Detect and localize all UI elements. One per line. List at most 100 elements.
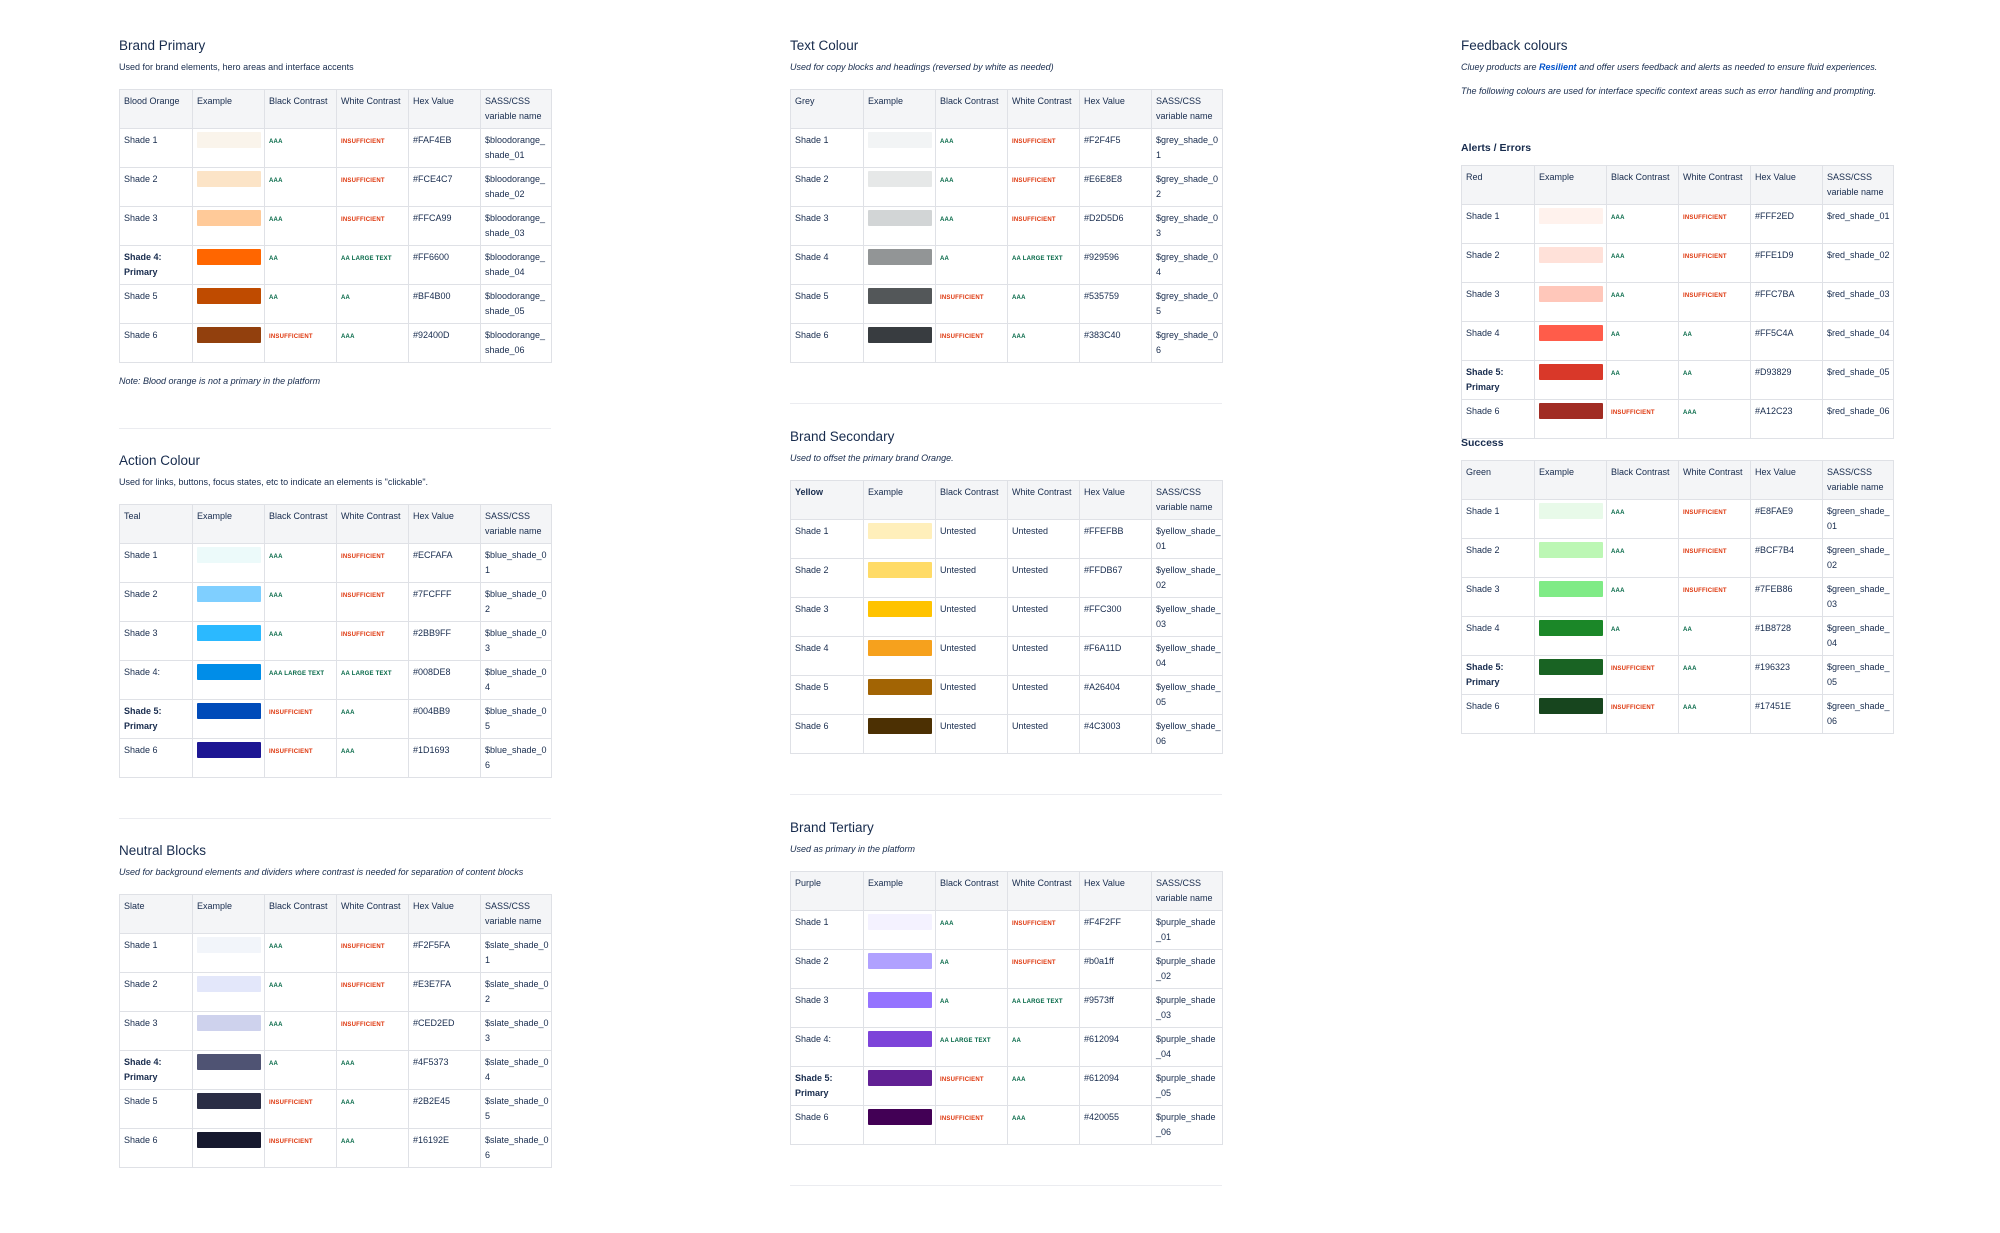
white-contrast-cell: Untested: [1007, 597, 1080, 637]
contrast-badge: AAA: [1611, 549, 1625, 555]
variable-name: $grey_shade_0 6: [1151, 323, 1223, 363]
example-cell: [863, 988, 936, 1028]
contrast-badge: INSUFFICIENT: [269, 710, 313, 716]
contrast-badge: AAA: [341, 1061, 355, 1067]
table-row: Shade 5: Primary INSUFFICIENT AAA #196323 $g…: [1461, 655, 1894, 695]
column-header-white-contrast: White Contrast: [1007, 89, 1080, 129]
colour-table: Red Example Black Contrast White Contrast He…: [1461, 165, 1894, 439]
table-row: Shade 4: Primary AA AA LARGE TEXT #FF6600 $b…: [119, 245, 552, 285]
table-row: Shade 2 Untested Untested #FFDB67 $yellow_sh…: [790, 558, 1223, 598]
contrast-badge: AAA: [1611, 215, 1625, 221]
hex-value: #1D1693: [408, 738, 481, 778]
shade-label: Shade 3: [119, 1011, 193, 1051]
shade-label: Shade 1: [790, 128, 864, 168]
column-header-variable: SASS/CSS variable name: [1151, 89, 1223, 129]
example-cell: [1534, 538, 1607, 578]
contrast-badge: AAA: [269, 632, 283, 638]
example-cell: [192, 1011, 265, 1051]
example-cell: [863, 1066, 936, 1106]
shade-label: Shade 6: [1461, 399, 1535, 439]
shade-label: Shade 5: Primary: [1461, 360, 1535, 400]
hex-value: #BF4B00: [408, 284, 481, 324]
colour-swatch: [868, 1109, 932, 1125]
colour-swatch: [197, 171, 261, 187]
black-contrast-cell: AAA: [1606, 243, 1679, 283]
colour-swatch: [197, 703, 261, 719]
colour-swatch: [868, 601, 932, 617]
hex-value: #E8FAE9: [1750, 499, 1823, 539]
variable-name: $grey_shade_0 5: [1151, 284, 1223, 324]
white-contrast-cell: INSUFFICIENT: [336, 1011, 409, 1051]
white-contrast-cell: AAA: [336, 738, 409, 778]
example-cell: [192, 933, 265, 973]
variable-name: $slate_shade_0 5: [480, 1089, 552, 1129]
colour-swatch: [197, 937, 261, 953]
shade-label: Shade 4: [790, 245, 864, 285]
example-cell: [1534, 577, 1607, 617]
contrast-badge: AAA: [269, 983, 283, 989]
feedback-desc-before: Cluey products are: [1461, 62, 1540, 72]
colour-swatch: [197, 1093, 261, 1109]
table-header-row: Blood Orange Example Black Contrast White C…: [119, 89, 552, 129]
black-contrast-cell: INSUFFICIENT: [935, 1105, 1008, 1145]
hex-value: #FFE1D9: [1750, 243, 1823, 283]
white-contrast-cell: INSUFFICIENT: [336, 933, 409, 973]
white-contrast-cell: INSUFFICIENT: [1678, 282, 1751, 322]
contrast-value: Untested: [1012, 721, 1049, 731]
column-header-colour-name: Green: [1461, 460, 1535, 500]
variable-name: $slate_shade_0 3: [480, 1011, 552, 1051]
contrast-badge: AAA: [341, 1139, 355, 1145]
colour-swatch: [868, 1031, 932, 1047]
colour-swatch: [197, 586, 261, 602]
shade-label: Shade 4: [790, 636, 864, 676]
colour-swatch: [197, 327, 261, 343]
contrast-value: Untested: [940, 721, 977, 731]
contrast-badge: INSUFFICIENT: [341, 178, 385, 184]
contrast-badge: INSUFFICIENT: [1012, 217, 1056, 223]
column-header-example: Example: [192, 504, 265, 544]
variable-name: $yellow_shade_ 01: [1151, 519, 1223, 559]
contrast-badge: INSUFFICIENT: [1683, 254, 1727, 260]
table-row: Shade 2 AAA INSUFFICIENT #7FCFFF $blue_shade…: [119, 582, 552, 622]
colour-swatch: [1539, 247, 1603, 263]
white-contrast-cell: INSUFFICIENT: [1007, 167, 1080, 207]
contrast-badge: INSUFFICIENT: [341, 1022, 385, 1028]
example-cell: [1534, 655, 1607, 695]
contrast-badge: AAA: [341, 710, 355, 716]
white-contrast-cell: AAA: [336, 1050, 409, 1090]
section-brand-tertiary: Brand Tertiary Used as primary in the pl…: [790, 820, 1223, 1145]
colour-swatch: [868, 288, 932, 304]
black-contrast-cell: INSUFFICIENT: [264, 699, 337, 739]
contrast-badge: INSUFFICIENT: [1683, 293, 1727, 299]
contrast-value: Untested: [1012, 526, 1049, 536]
shade-label: Shade 2: [790, 949, 864, 989]
example-cell: [863, 167, 936, 207]
hex-value: #7FEB86: [1750, 577, 1823, 617]
hex-value: #2B2E45: [408, 1089, 481, 1129]
colour-swatch: [197, 1054, 261, 1070]
variable-name: $blue_shade_0 3: [480, 621, 552, 661]
contrast-badge: INSUFFICIENT: [1012, 178, 1056, 184]
table-row: Shade 5 INSUFFICIENT AAA #2B2E45 $slate_shad…: [119, 1089, 552, 1129]
example-cell: [192, 128, 265, 168]
section-title: Brand Primary: [119, 38, 206, 53]
white-contrast-cell: AAA: [336, 1089, 409, 1129]
hex-value: #D93829: [1750, 360, 1823, 400]
table-row: Shade 2 AAA INSUFFICIENT #E6E8E8 $grey_shade…: [790, 167, 1223, 207]
black-contrast-cell: Untested: [935, 675, 1008, 715]
example-cell: [1534, 616, 1607, 656]
colour-table: Yellow Example Black Contrast White Contras…: [790, 480, 1223, 754]
shade-label: Shade 5: Primary: [1461, 655, 1535, 695]
variable-name: $blue_shade_0 6: [480, 738, 552, 778]
colour-swatch: [868, 953, 932, 969]
section-description: Used for background elements and divider…: [119, 867, 524, 877]
hex-value: #612094: [1079, 1066, 1152, 1106]
colour-swatch: [197, 742, 261, 758]
table-row: Shade 4 Untested Untested #F6A11D $yellow_sh…: [790, 636, 1223, 676]
white-contrast-cell: AA: [1007, 1027, 1080, 1067]
white-contrast-cell: AA LARGE TEXT: [1007, 988, 1080, 1028]
contrast-badge: AAA: [1012, 1116, 1026, 1122]
colour-swatch: [197, 664, 261, 680]
black-contrast-cell: AAA: [1606, 499, 1679, 539]
contrast-badge: INSUFFICIENT: [1611, 705, 1655, 711]
